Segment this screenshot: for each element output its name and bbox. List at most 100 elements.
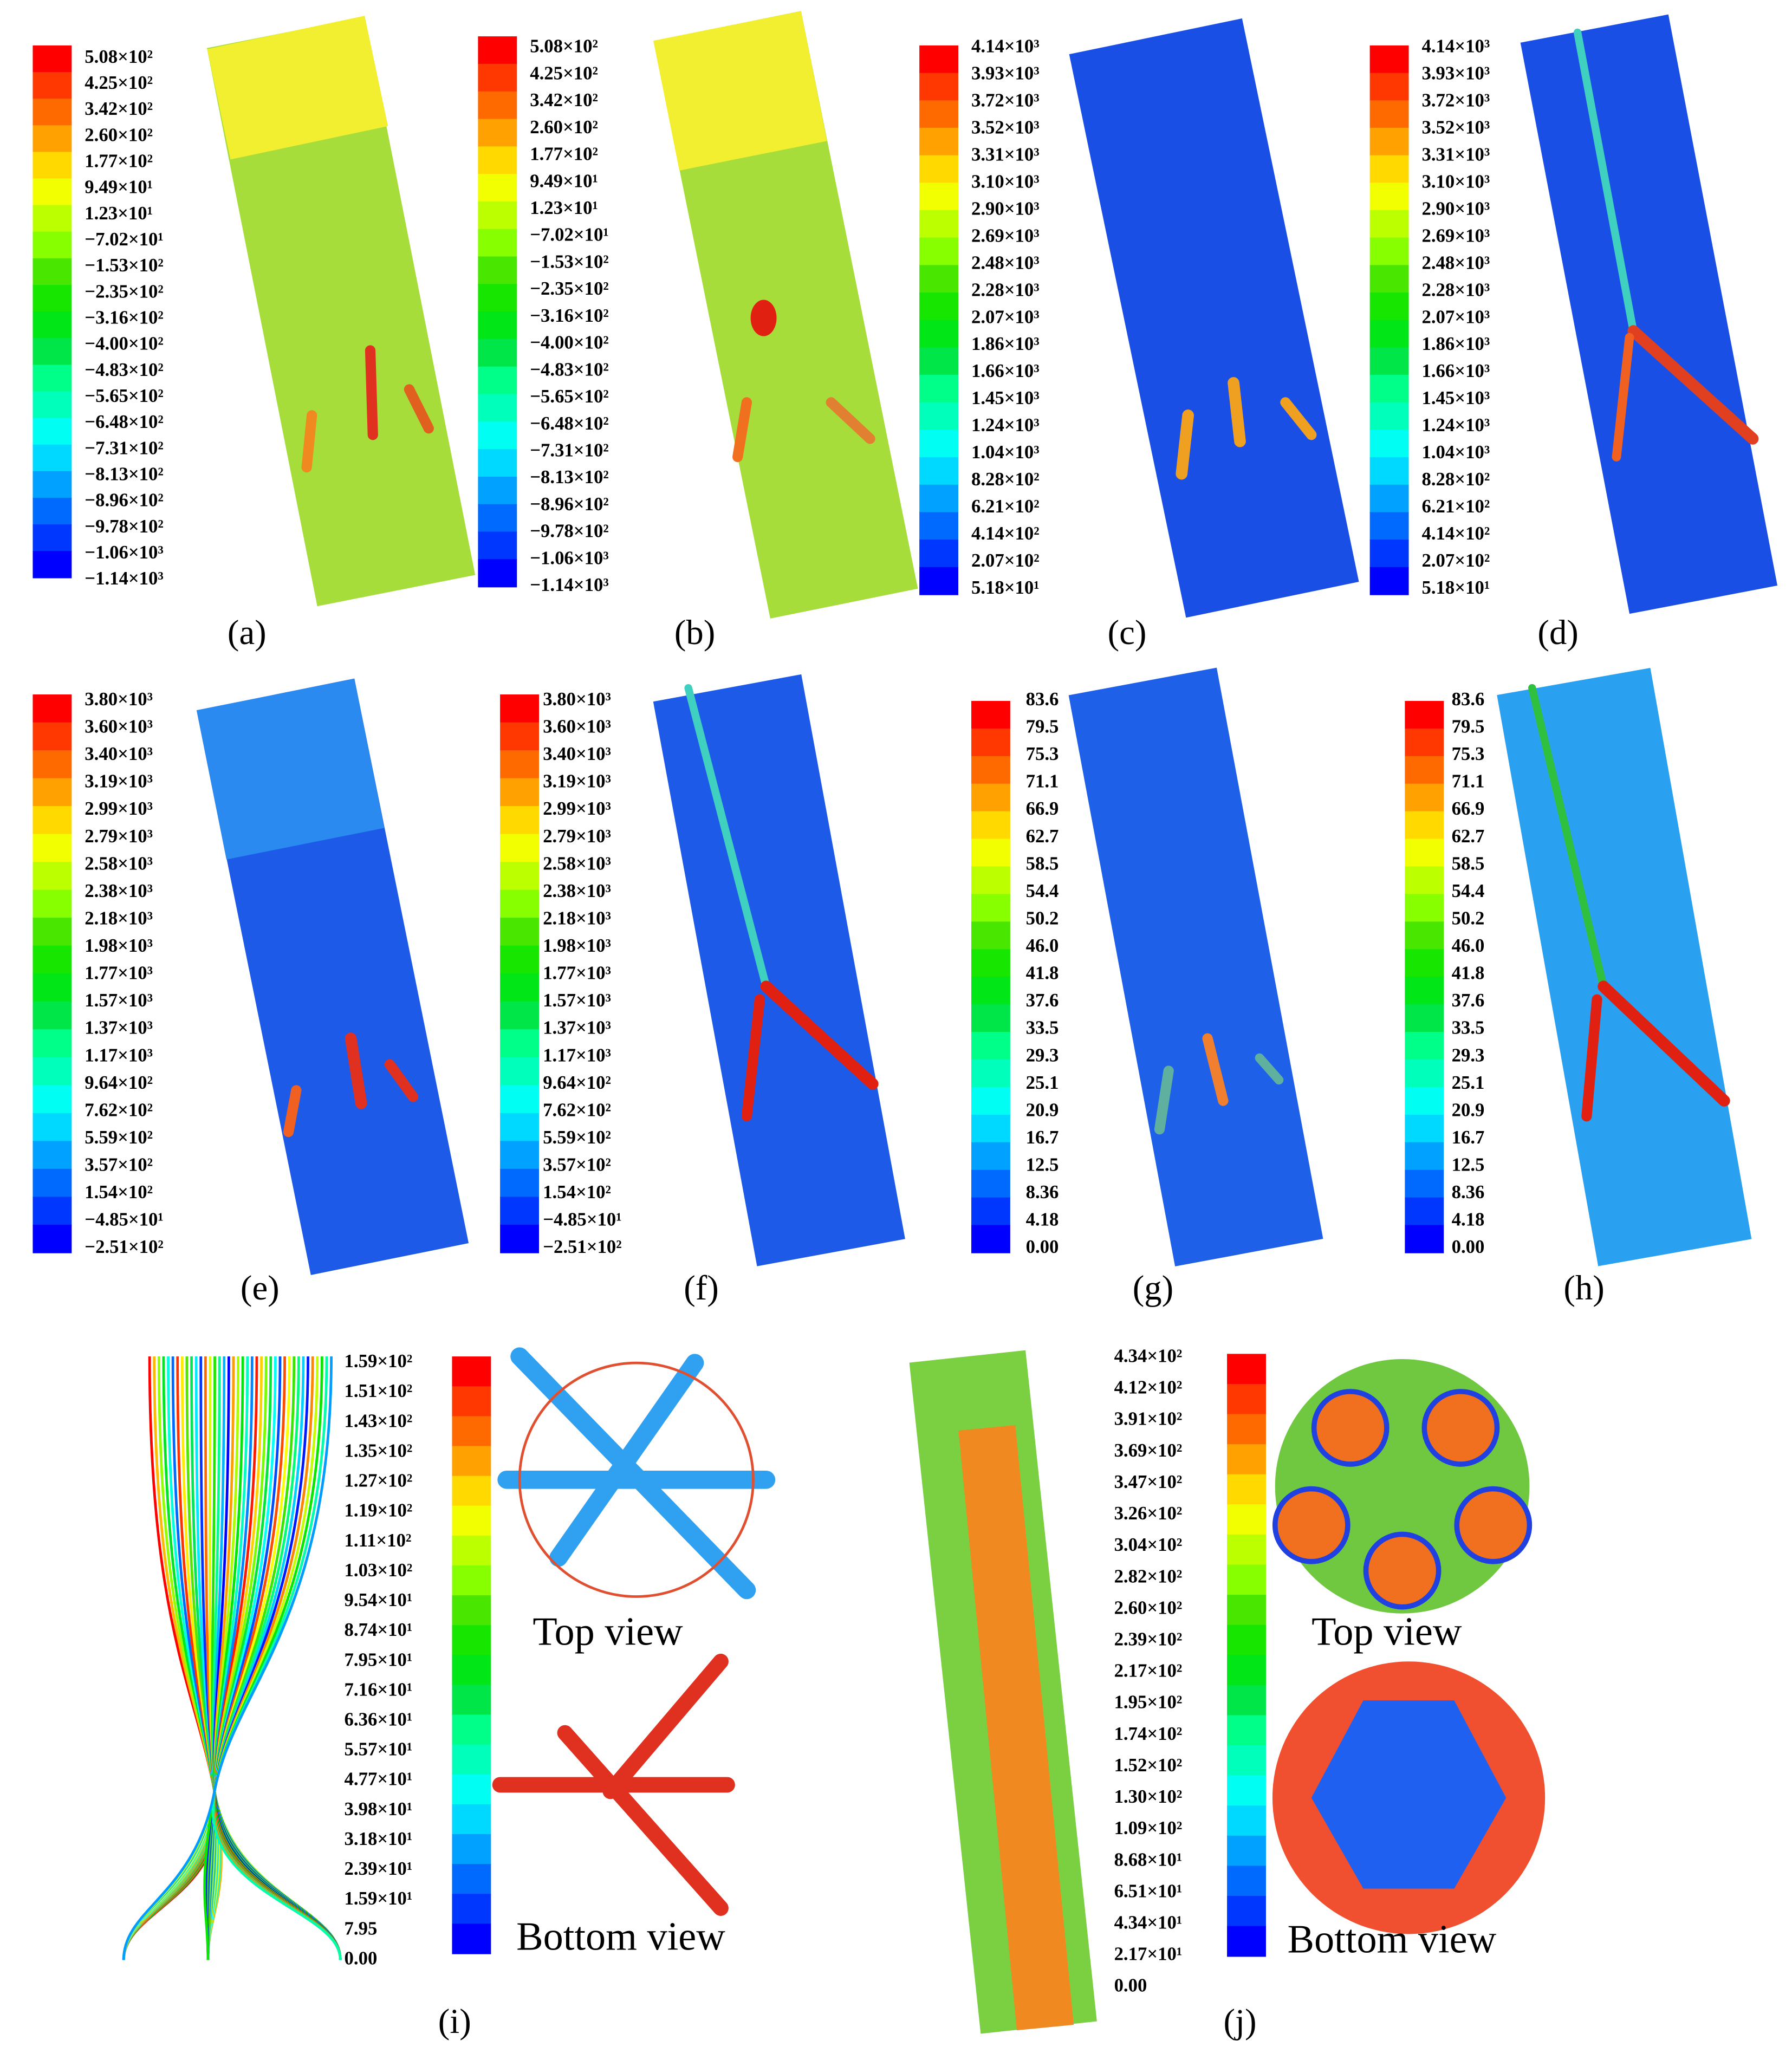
colorbar-tick-label: 3.80×10³ [85,688,153,710]
colorbar-tick-label: 5.59×10² [85,1127,153,1148]
colorbar-tick-label: −8.13×10² [530,466,609,488]
colorbar-band [33,945,72,974]
colorbar-tick-label: 2.38×10³ [85,880,153,901]
colorbar-tick-label: 4.18 [1452,1209,1485,1230]
colorbar-tick-label: 6.51×10¹ [1114,1880,1183,1901]
colorbar-band [919,237,959,266]
colorbar-tick-label: −4.00×10² [85,333,164,354]
colorbar-band [33,99,72,126]
colorbar-band [500,1057,540,1086]
colorbar-tick-label: 0.00 [1114,1975,1147,1996]
colorbar-band [500,750,540,779]
colorbar-tick-label: 62.7 [1452,826,1485,847]
colorbar-band [971,1225,1010,1253]
colorbar-tick-label: 46.0 [1452,935,1485,956]
colorbar-band [500,1141,540,1170]
colorbar-tick-label: 1.52×10² [1114,1754,1183,1776]
panel-label: (e) [241,1268,280,1307]
colorbar-tick-label: 71.1 [1452,771,1485,792]
vortex [1363,1531,1442,1610]
hotspot [750,300,777,336]
colorbar-tick-label: 7.95 [345,1918,378,1939]
colorbar-tick-label: 3.10×10³ [971,171,1040,192]
colorbar-tick-label: −7.02×10¹ [85,229,164,250]
colorbar-tick-label: 1.35×10² [345,1440,413,1461]
colorbar-tick-label: −9.78×10² [530,521,609,542]
colorbar-tick-label: 1.86×10³ [1422,333,1490,354]
colorbar-tick-label: 0.00 [1452,1236,1485,1257]
colorbar-band [971,783,1010,812]
colorbar-band [1405,1059,1444,1088]
colorbar-band [919,567,959,595]
colorbar-band [452,1356,491,1387]
colorbar-band [971,1142,1010,1171]
colorbar-tick-label: 3.91×10² [1114,1408,1183,1429]
colorbar-tick-label: 1.19×10² [345,1500,413,1521]
colorbar-band [478,36,517,65]
colorbar-band [919,127,959,156]
colorbar-tick-label: 3.40×10³ [85,743,153,764]
colorbar-band [1369,540,1409,568]
colorbar-band [478,531,517,560]
colorbar-tick-label: 5.59×10² [543,1127,611,1148]
colorbar-tick-label: −2.35×10² [530,278,609,299]
colorbar-band [1405,728,1444,757]
colorbar-band [452,1894,491,1925]
colorbar-band [33,1197,72,1226]
colorbar-tick-label: 9.54×10¹ [345,1589,413,1610]
colorbar-tick-label: 4.14×10³ [971,36,1040,57]
colorbar-band [452,1476,491,1506]
colorbar-tick-label: 1.04×10³ [971,441,1040,463]
colorbar-tick-label: 1.86×10³ [971,333,1040,354]
colorbar-band [971,866,1010,895]
colorbar-band [1369,100,1409,129]
colorbar-tick-label: 2.69×10³ [971,225,1040,246]
colorbar-band [919,265,959,294]
colorbar-tick-label: 9.49×10¹ [85,177,153,198]
colorbar-band [1227,1805,1266,1837]
colorbar-tick-label: 1.11×10² [345,1530,412,1551]
colorbar-tick-label: −6.48×10² [530,413,609,434]
branch [404,384,434,434]
colorbar-band [452,1923,491,1954]
colorbar-tick-label: −4.85×10¹ [85,1209,164,1230]
colorbar-tick-label: 2.48×10³ [971,252,1040,273]
colorbar-band [1405,811,1444,840]
colorbar-tick-label: 2.17×10² [1114,1660,1183,1681]
vortex [1272,1486,1351,1564]
colorbar-band [33,125,72,153]
colorbar-tick-label: 1.17×10³ [85,1044,153,1065]
colorbar-tick-label: 1.23×10¹ [85,203,153,224]
colorbar-tick-label: 20.9 [1452,1099,1485,1120]
tube [1520,14,1778,614]
colorbar-tick-label: −8.96×10² [530,493,609,515]
branch [1528,684,1608,991]
colorbar-tick-label: 1.77×10² [530,144,598,165]
colorbar-band [33,1113,72,1142]
panel-label: (g) [1133,1268,1173,1307]
colorbar-band [478,91,517,120]
colorbar-tick-label: 1.98×10³ [543,935,611,956]
colorbar-band [919,73,959,101]
colorbar-tick-label: 1.57×10³ [85,990,153,1011]
colorbar-band [919,100,959,129]
colorbar-band [971,1032,1010,1061]
colorbar-tick-label: 79.5 [1452,716,1485,737]
colorbar-band [1227,1595,1266,1626]
colorbar-tick-label: 4.18 [1026,1209,1059,1230]
colorbar-band [1227,1775,1266,1806]
panel-label: (j) [1223,2001,1256,2040]
colorbar-band [500,973,540,1002]
colorbar-band [500,1085,540,1114]
colorbar-tick-label: 5.57×10¹ [345,1739,413,1760]
colorbar-tick-label: 1.03×10² [345,1559,413,1581]
colorbar-band [452,1625,491,1656]
colorbar-tick-label: 1.77×10² [85,150,153,171]
colorbar-band [33,311,72,339]
colorbar-tick-label: 2.99×10³ [85,798,153,819]
colorbar-tick-label: 1.04×10³ [1422,441,1490,463]
colorbar-band [478,284,517,313]
colorbar-tick-label: 4.25×10² [85,72,153,93]
colorbar-band [1369,127,1409,156]
colorbar-band [452,1535,491,1567]
